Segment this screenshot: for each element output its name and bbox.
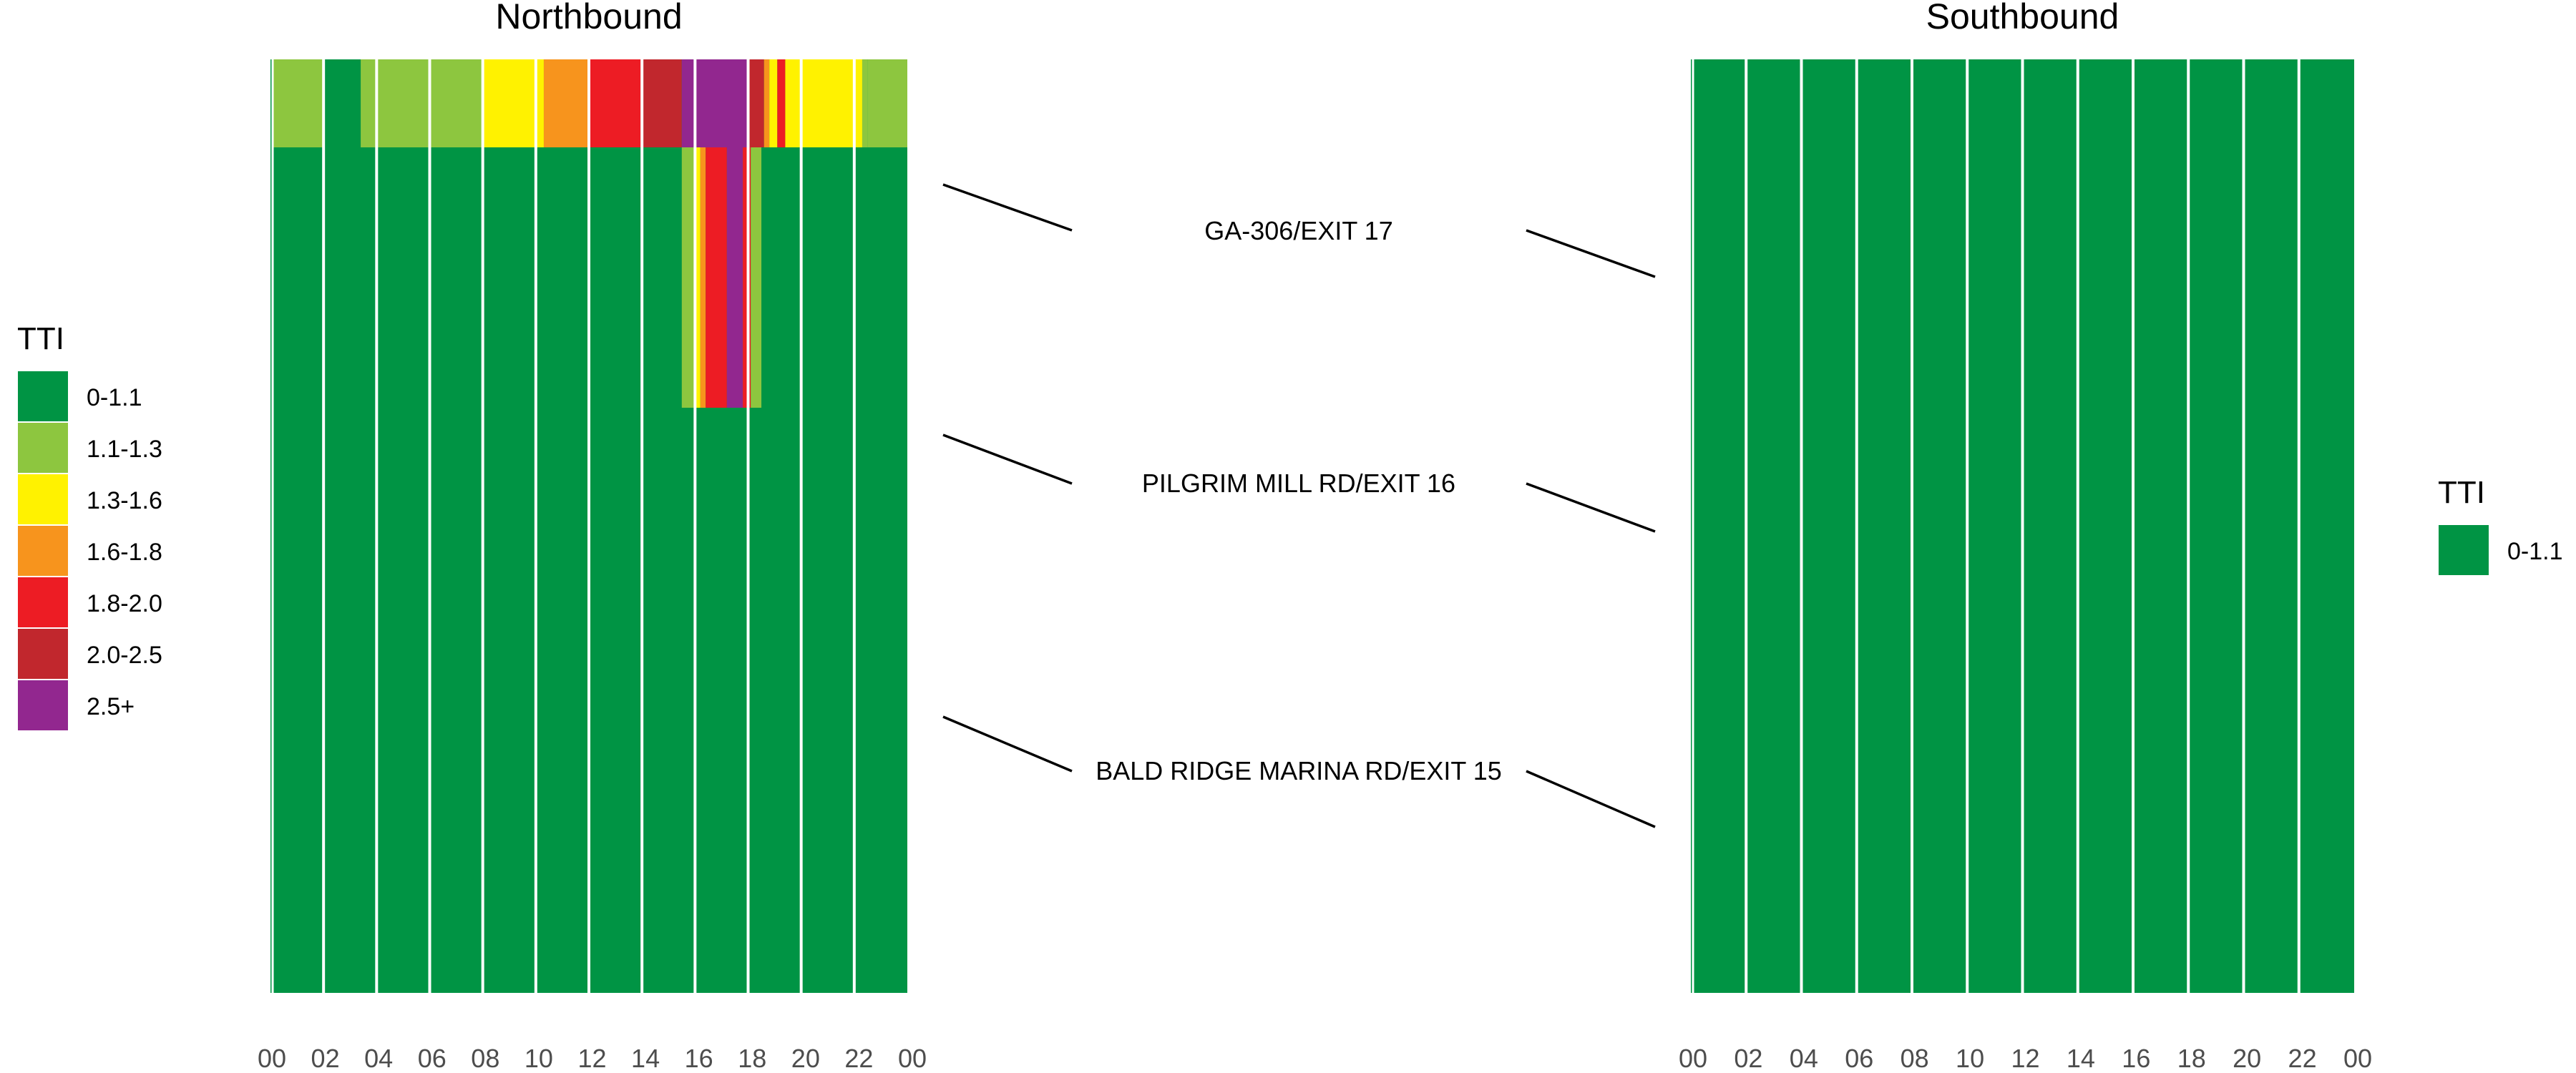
legend-swatch xyxy=(16,421,69,474)
legend-swatch xyxy=(16,679,69,732)
segment-connector-right xyxy=(1526,482,1656,533)
heatmap-cell xyxy=(748,59,764,147)
heatmap-cell xyxy=(695,147,701,408)
segment-connector-left xyxy=(942,715,1073,773)
legend-title: TTI xyxy=(2438,475,2485,510)
heatmap-cell xyxy=(271,59,324,147)
heatmap-cell xyxy=(589,59,643,147)
legend-label: 1.6-1.8 xyxy=(87,539,162,566)
segment-labels: GA-306/EXIT 17 PILGRIM MILL RD/EXIT 16 BAL… xyxy=(942,183,1656,828)
legend-swatch xyxy=(16,524,69,577)
heatmap-cell xyxy=(700,147,706,408)
x-tick-label: 20 xyxy=(791,1044,820,1073)
x-tick-label: 02 xyxy=(311,1044,340,1073)
x-tick-label: 10 xyxy=(1956,1044,1984,1073)
heatmap-cell xyxy=(681,147,696,408)
heatmap-cell xyxy=(769,59,778,147)
x-tick-label: 06 xyxy=(1845,1044,1873,1073)
segment-connector-right xyxy=(1526,770,1656,828)
x-tick-label: 18 xyxy=(2177,1044,2206,1073)
legend-swatch xyxy=(16,473,69,526)
legend-label: 0-1.1 xyxy=(2507,538,2563,565)
legend-swatch xyxy=(2437,524,2490,577)
legend-label: 1.3-1.6 xyxy=(87,487,162,514)
x-tick-label: 10 xyxy=(525,1044,553,1073)
heatmap-cell xyxy=(642,59,682,147)
heatmap-cell xyxy=(681,59,748,147)
legend-swatch xyxy=(16,370,69,423)
x-tick-label: 14 xyxy=(2067,1044,2095,1073)
heatmap-cell xyxy=(361,59,483,147)
x-tick-label: 04 xyxy=(364,1044,393,1073)
heatmap-cell xyxy=(777,59,786,147)
heatmap-cell xyxy=(751,147,762,408)
x-tick-label: 22 xyxy=(844,1044,873,1073)
legend-title: TTI xyxy=(17,321,64,356)
x-tick-label: 16 xyxy=(685,1044,713,1073)
legend-label: 2.0-2.5 xyxy=(87,642,162,669)
segment-connector-left xyxy=(942,183,1073,232)
southbound-legend: TTI 0-1.1 xyxy=(2437,475,2563,577)
x-tick-label: 00 xyxy=(258,1044,286,1073)
x-tick-label: 22 xyxy=(2288,1044,2317,1073)
legend-swatch xyxy=(16,576,69,629)
x-tick-label: 04 xyxy=(1790,1044,1818,1073)
x-tick-label: 00 xyxy=(1679,1044,1707,1073)
heatmap-cell xyxy=(706,147,727,408)
legend-swatch xyxy=(16,627,69,680)
legend-label: 1.8-2.0 xyxy=(87,590,162,617)
segment-connector-right xyxy=(1526,229,1656,278)
heatmap-cell xyxy=(482,59,544,147)
heatmap-cell xyxy=(867,59,907,147)
heatmap-cell xyxy=(543,59,589,147)
panel-title: Southbound xyxy=(1926,0,2119,36)
heatmap-cell xyxy=(726,147,743,408)
x-tick-label: 06 xyxy=(418,1044,447,1073)
x-tick-label: 14 xyxy=(631,1044,660,1073)
heatmap-cell xyxy=(323,59,361,147)
x-tick-label: 16 xyxy=(2122,1044,2150,1073)
legend-label: 2.5+ xyxy=(87,693,135,720)
southbound-panel: Southbound 00 02 04 06 08 10 12 14 16 18 20 22 00 xyxy=(1679,0,2372,1073)
x-tick-label: 18 xyxy=(738,1044,766,1073)
x-tick-label: 12 xyxy=(2011,1044,2039,1073)
heatmap-cell xyxy=(785,59,862,147)
panel-title: Northbound xyxy=(495,0,682,36)
segment-label: BALD RIDGE MARINA RD/EXIT 15 xyxy=(1096,756,1502,785)
northbound-legend: TTI 0-1.1 1.1-1.3 1.3-1.6 1.6-1.8 1.8-2.0 2.0-… xyxy=(16,321,162,732)
x-tick-label: 00 xyxy=(2343,1044,2372,1073)
northbound-panel: Northbound 00 02 04 06 08 10 12 14 16 18 20 22 00 xyxy=(258,0,927,1073)
x-tick-label: 08 xyxy=(1901,1044,1929,1073)
legend-label: 0-1.1 xyxy=(87,384,142,411)
legend-label: 1.1-1.3 xyxy=(87,436,162,463)
heatmap-cell xyxy=(862,59,868,147)
x-tick-label: 20 xyxy=(2233,1044,2261,1073)
x-tick-label: 00 xyxy=(898,1044,927,1073)
heatmap-cell xyxy=(763,59,770,147)
x-tick-label: 08 xyxy=(471,1044,499,1073)
x-tick-label: 02 xyxy=(1734,1044,1762,1073)
segment-label: GA-306/EXIT 17 xyxy=(1204,216,1392,245)
segment-label: PILGRIM MILL RD/EXIT 16 xyxy=(1142,469,1455,498)
segment-connector-left xyxy=(942,433,1073,485)
x-tick-label: 12 xyxy=(577,1044,606,1073)
